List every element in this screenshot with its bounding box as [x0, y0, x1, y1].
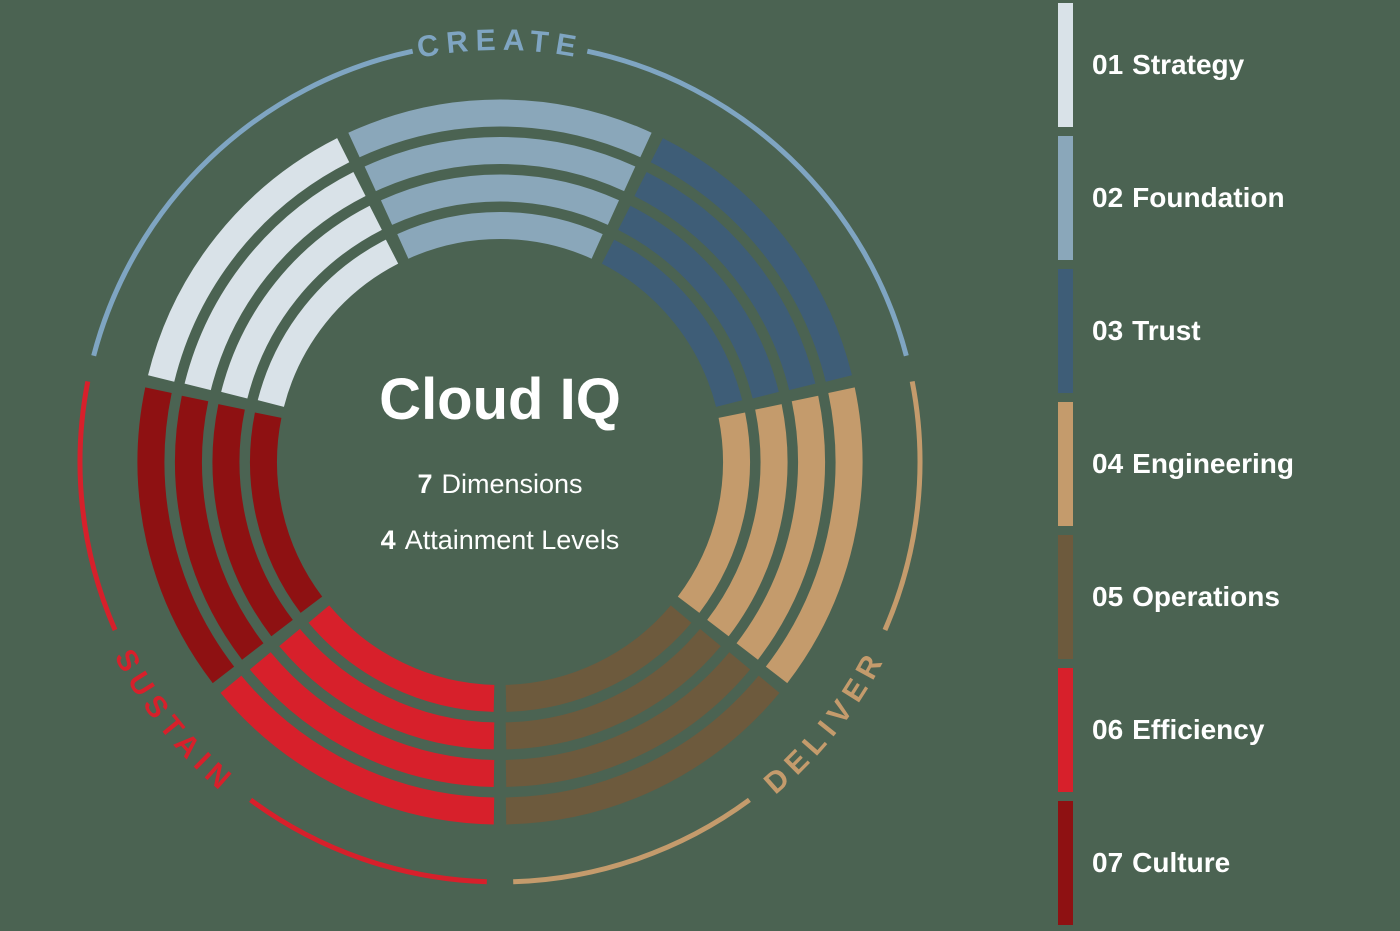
levels-count: 4 — [380, 525, 396, 555]
group-arcs — [77, 48, 923, 885]
legend-item-operations: 05 Operations — [1058, 535, 1294, 659]
group-arc-sustain-b — [249, 797, 487, 885]
legend-item-efficiency: 06 Efficiency — [1058, 668, 1294, 792]
group-arc-create-a — [586, 48, 909, 357]
segment-engineering-level-4 — [677, 412, 750, 613]
legend-item-number: 07 — [1092, 847, 1124, 878]
legend-item-engineering: 04 Engineering — [1058, 402, 1294, 526]
segment-foundation-level-1 — [348, 99, 652, 158]
segment-efficiency-level-2 — [249, 652, 495, 787]
segment-strategy-level-4 — [257, 239, 399, 408]
segment-culture-level-2 — [175, 395, 264, 660]
legend-item-number: 03 — [1092, 315, 1124, 346]
segment-efficiency-level-4 — [308, 605, 495, 712]
legend-color-swatch — [1058, 269, 1073, 393]
segment-foundation-level-3 — [380, 174, 620, 225]
group-arc-deliver-b — [882, 380, 923, 631]
group-arc-create-b — [91, 48, 414, 357]
page-title: Cloud IQ — [379, 367, 621, 432]
legend-item-number: 04 — [1092, 448, 1124, 479]
segment-bands — [137, 99, 863, 825]
segment-operations-level-2 — [505, 652, 751, 787]
segment-engineering-level-2 — [736, 395, 825, 660]
levels-word: Attainment Levels — [404, 525, 620, 555]
legend-item-label: 01 Strategy — [1092, 49, 1244, 81]
legend-item-label: 03 Trust — [1092, 315, 1201, 347]
group-arc-sustain-a — [77, 380, 118, 631]
segment-foundation-level-2 — [364, 137, 636, 192]
legend-color-swatch — [1058, 402, 1073, 526]
legend-color-swatch — [1058, 3, 1073, 127]
legend-item-name: Culture — [1132, 847, 1231, 878]
segment-culture-level-4 — [250, 412, 323, 613]
legend-color-swatch — [1058, 801, 1073, 925]
legend-item-number: 01 — [1092, 49, 1124, 80]
segment-strategy-level-1 — [148, 138, 350, 382]
legend-item-name: Engineering — [1132, 448, 1294, 479]
legend-color-swatch — [1058, 136, 1073, 260]
segment-strategy-level-3 — [221, 205, 382, 399]
legend-color-swatch — [1058, 535, 1073, 659]
legend-item-strategy: 01 Strategy — [1058, 3, 1294, 127]
segment-trust-level-4 — [601, 239, 743, 408]
legend-item-number: 02 — [1092, 182, 1124, 213]
legend-item-label: 05 Operations — [1092, 581, 1280, 613]
segment-operations-level-1 — [505, 675, 780, 825]
dimensions-word: Dimensions — [441, 469, 583, 499]
group-arc-deliver-a — [513, 797, 751, 885]
segment-foundation-level-4 — [397, 212, 603, 259]
segment-trust-level-2 — [634, 171, 816, 391]
legend-item-culture: 07 Culture — [1058, 801, 1294, 925]
legend-item-label: 07 Culture — [1092, 847, 1230, 879]
legend-item-number: 05 — [1092, 581, 1124, 612]
segment-trust-level-1 — [650, 138, 852, 382]
subtitle-dimensions: 7 Dimensions — [379, 469, 621, 499]
legend-item-name: Trust — [1132, 315, 1201, 346]
segment-strategy-level-2 — [184, 171, 366, 391]
legend-item-foundation: 02 Foundation — [1058, 136, 1294, 260]
legend: 01 Strategy 02 Foundation 03 Trust 04 Engineeri… — [1058, 3, 1294, 925]
dimensions-count: 7 — [417, 469, 433, 499]
segment-efficiency-level-1 — [220, 675, 495, 825]
legend-item-label: 06 Efficiency — [1092, 714, 1264, 746]
legend-item-name: Operations — [1132, 581, 1280, 612]
segment-efficiency-level-3 — [279, 628, 495, 750]
legend-item-trust: 03 Trust — [1058, 269, 1294, 393]
legend-item-name: Strategy — [1132, 49, 1245, 80]
segment-culture-level-3 — [212, 404, 293, 637]
legend-color-swatch — [1058, 668, 1073, 792]
legend-item-label: 04 Engineering — [1092, 448, 1294, 480]
segment-trust-level-3 — [618, 205, 779, 399]
legend-item-name: Foundation — [1132, 182, 1285, 213]
wheel-center: Cloud IQ 7 Dimensions 4 Attainment Levels — [379, 367, 621, 556]
segment-engineering-level-3 — [707, 404, 788, 637]
group-label-create: CREATE — [415, 24, 586, 65]
legend-item-number: 06 — [1092, 714, 1124, 745]
segment-engineering-level-1 — [765, 387, 863, 684]
legend-item-name: Efficiency — [1132, 714, 1265, 745]
segment-culture-level-1 — [137, 387, 235, 684]
subtitle-attainment-levels: 4 Attainment Levels — [379, 525, 621, 555]
segment-operations-level-3 — [505, 628, 721, 750]
legend-item-label: 02 Foundation — [1092, 182, 1285, 214]
segment-operations-level-4 — [505, 605, 692, 712]
